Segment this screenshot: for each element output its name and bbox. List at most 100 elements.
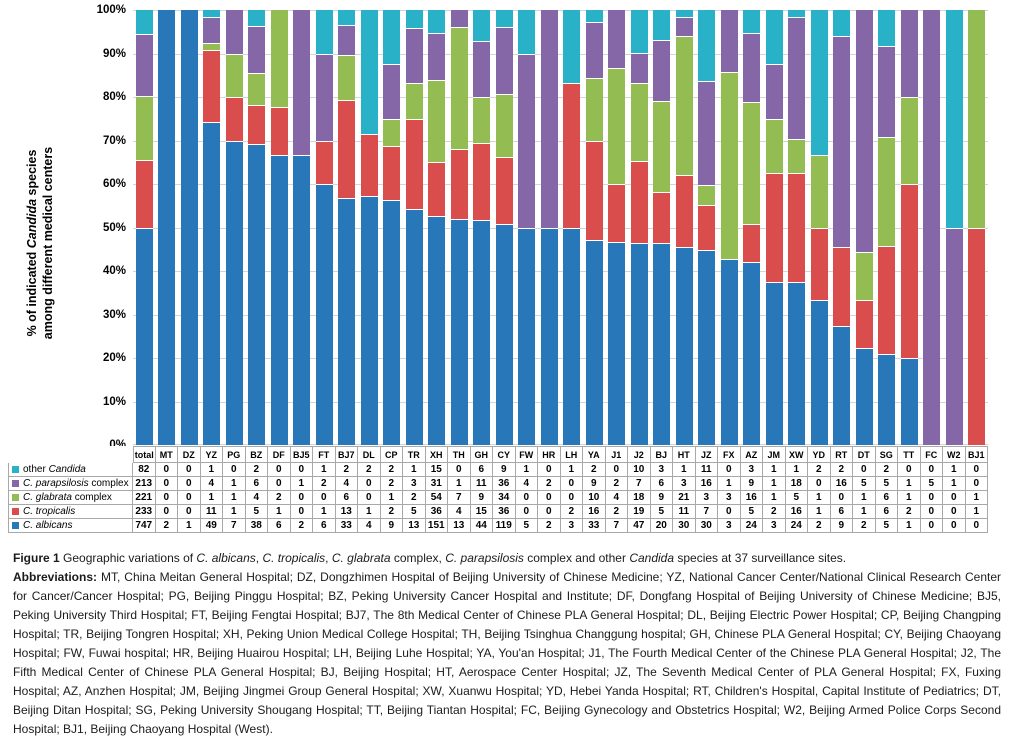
bar-segment-c-tropicalis (855, 300, 873, 349)
bar-segment-c-tropicalis (878, 245, 896, 355)
table-cell-other-candida: 2 (335, 463, 358, 477)
table-header-sg: SG (875, 446, 898, 463)
table-header-bj: BJ (650, 446, 673, 463)
table-header-pg: PG (223, 446, 246, 463)
bar-column-yd (808, 10, 831, 445)
bar-segment-c-parapsilosis-complex (675, 16, 693, 37)
table-cell-other-candida: 1 (763, 463, 786, 477)
legend-label: C. albicans (23, 520, 72, 531)
bar-column-cy (493, 10, 516, 445)
table-cell-c-tropicalis: 6 (875, 505, 898, 519)
table-cell-c-albicans: 24 (785, 519, 808, 533)
table-cell-c-tropicalis: 1 (853, 505, 876, 519)
bar-th (450, 10, 468, 445)
table-cell-c-glabrata-complex: 34 (493, 491, 516, 505)
bar-j1 (608, 10, 626, 445)
table-cell-c-tropicalis: 1 (358, 505, 381, 519)
bar-yd (810, 10, 828, 445)
bar-column-rt (831, 10, 854, 445)
table-header-df: DF (268, 446, 291, 463)
text-segment: % of indicated (25, 247, 40, 336)
table-cell-c-glabrata-complex: 1 (898, 491, 921, 505)
table-cell-other-candida: 0 (718, 463, 741, 477)
text-segment: complex (88, 478, 129, 489)
bar-segment-other-candida (743, 10, 761, 33)
bar-segment-c-glabrata-complex (248, 73, 266, 105)
bar-segment-c-glabrata-complex (720, 72, 738, 259)
bar-segment-other-candida (810, 10, 828, 156)
table-cell-c-tropicalis: 0 (290, 505, 313, 519)
bar-segment-c-parapsilosis-complex (495, 26, 513, 94)
table-header-bj1: BJ1 (965, 446, 988, 463)
table-cell-c-albicans: 44 (470, 519, 493, 533)
table-cell-other-candida: 0 (965, 463, 988, 477)
table-cell-c-glabrata-complex: 9 (650, 491, 673, 505)
bar-yz (203, 10, 221, 445)
table-cell-c-albicans: 30 (695, 519, 718, 533)
bar-ya (585, 10, 603, 445)
bar-segment-other-candida (428, 10, 446, 33)
bar-segment-c-tropicalis (203, 49, 221, 123)
bar-segment-c-tropicalis (270, 106, 288, 156)
table-cell-c-glabrata-complex: 0 (155, 491, 178, 505)
bar-j2 (630, 10, 648, 445)
text-segment: C. albicans (196, 551, 256, 565)
bar-segment-c-glabrata-complex (135, 95, 153, 161)
bar-column-fx (718, 10, 741, 445)
table-cell-c-tropicalis: 1 (808, 505, 831, 519)
gridline (133, 401, 988, 403)
table-cell-other-candida: 0 (155, 463, 178, 477)
bar-bj1 (968, 10, 986, 445)
table-header-w2: W2 (943, 446, 966, 463)
bar-segment-c-albicans (630, 242, 648, 445)
table-cell-c-tropicalis: 2 (560, 505, 583, 519)
table-cell-c-parapsilosis-complex: 0 (808, 477, 831, 491)
table-cell-other-candida: 0 (605, 463, 628, 477)
table-cell-c-parapsilosis-complex: 1 (763, 477, 786, 491)
bar-fx (720, 10, 738, 445)
bar-segment-c-parapsilosis-complex (923, 10, 941, 445)
bar-segment-c-albicans (743, 261, 761, 445)
legend-swatch-c-albicans (12, 522, 19, 529)
bar-segment-c-albicans (315, 184, 333, 445)
bar-segment-c-tropicalis (428, 161, 446, 217)
bar-column-bj7 (336, 10, 359, 445)
bar-column-sg (876, 10, 899, 445)
bar-ht (675, 10, 693, 445)
table-cell-c-glabrata-complex: 5 (785, 491, 808, 505)
table-cell-c-tropicalis: 1 (223, 505, 246, 519)
bar-segment-c-tropicalis (225, 97, 243, 141)
bar-column-xw (786, 10, 809, 445)
table-cell-c-albicans: 47 (628, 519, 651, 533)
bar-ft (315, 10, 333, 445)
table-cell-c-parapsilosis-complex: 16 (695, 477, 718, 491)
bar-dt (855, 10, 873, 445)
text-segment: Candida (48, 464, 86, 475)
bar-segment-c-albicans (450, 218, 468, 445)
bar-df (270, 10, 288, 445)
table-cell-c-glabrata-complex: 7 (448, 491, 471, 505)
bar-segment-c-tropicalis (360, 134, 378, 197)
table-cell-c-glabrata-complex: 0 (358, 491, 381, 505)
bars-container (133, 10, 988, 445)
bar-segment-c-albicans (833, 326, 851, 445)
table-cell-other-candida: 1 (200, 463, 223, 477)
bar-segment-other-candida (788, 10, 806, 17)
bar-segment-c-albicans (270, 155, 288, 445)
bar-sg (878, 10, 896, 445)
text-segment: C. tropicalis (262, 551, 326, 565)
text-segment: Candida (629, 551, 675, 565)
bar-jz (698, 10, 716, 445)
table-cell-c-albicans: 33 (583, 519, 606, 533)
table-cell-other-candida: 82 (133, 463, 156, 477)
caption-figure-line: Figure 1 Geographic variations of C. alb… (13, 549, 1001, 568)
table-cell-c-albicans: 119 (493, 519, 516, 533)
table-cell-c-albicans: 9 (380, 519, 403, 533)
gridline (133, 271, 988, 272)
bar-segment-c-albicans (900, 358, 918, 445)
table-cell-c-glabrata-complex: 1 (200, 491, 223, 505)
bar-segment-other-candida (360, 10, 378, 135)
bar-segment-c-tropicalis (765, 173, 783, 282)
table-cell-other-candida: 10 (628, 463, 651, 477)
